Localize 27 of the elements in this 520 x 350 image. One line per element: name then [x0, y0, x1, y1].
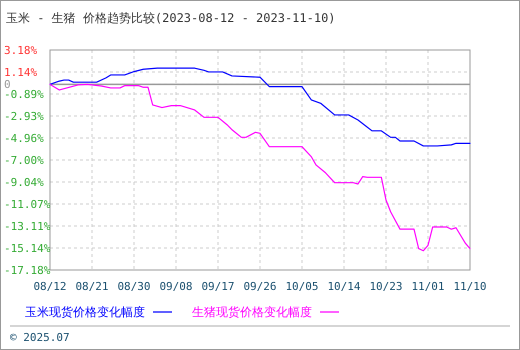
line-series: [49, 68, 471, 147]
x-tick-label: 11/01: [411, 280, 445, 293]
y-tick-label: -11.07%: [4, 198, 51, 211]
chart-title: 玉米 - 生猪 价格趋势比较(2023-08-12 - 2023-11-10): [6, 11, 336, 25]
y-tick-label: 1.14%: [4, 66, 38, 79]
x-tick-label: 09/26: [243, 280, 277, 293]
x-tick-label: 10/05: [285, 280, 319, 293]
y-tick-label: 3.18%: [4, 44, 38, 57]
y-tick-label: -13.11%: [4, 220, 51, 233]
x-tick-label: 09/17: [201, 280, 235, 293]
y-tick-label: -17.18%: [4, 264, 51, 277]
line-series: [49, 84, 471, 252]
x-tick-label: 08/12: [33, 280, 67, 293]
y-tick-label: -15.14%: [4, 242, 51, 255]
y-tick-label: -7.00%: [4, 154, 44, 167]
x-tick-label: 09/08: [159, 280, 193, 293]
legend-label: 生猪现货价格变化幅度: [192, 305, 312, 319]
x-tick-label: 10/23: [369, 280, 403, 293]
y-tick-label: -4.96%: [4, 132, 44, 145]
legend-label: 玉米现货价格变化幅度: [25, 305, 145, 319]
x-tick-label: 08/30: [117, 280, 151, 293]
y-tick-label: -2.93%: [4, 110, 44, 123]
text: © 2025.07: [10, 331, 70, 344]
y-tick-label: -9.04%: [4, 176, 44, 189]
x-tick-label: 08/21: [75, 280, 109, 293]
x-tick-label: 11/10: [453, 280, 487, 293]
x-tick-label: 10/14: [327, 280, 361, 293]
